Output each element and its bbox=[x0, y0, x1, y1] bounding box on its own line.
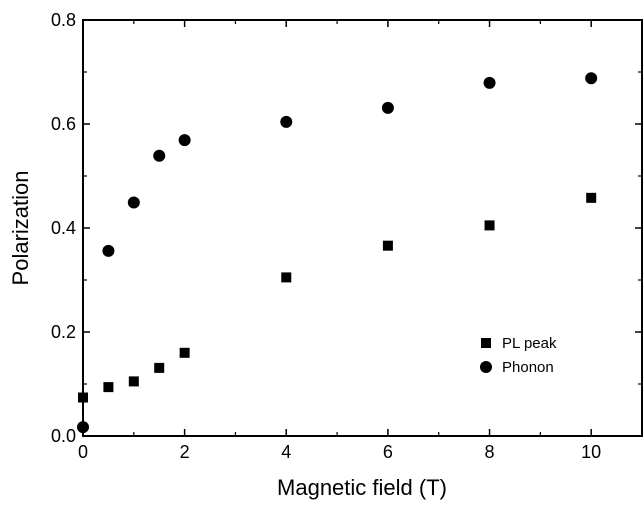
legend-label-pl-peak: PL peak bbox=[502, 335, 557, 352]
y-axis-ticks bbox=[83, 19, 642, 437]
x-axis-tick-labels: 0 2 4 6 8 10 bbox=[78, 442, 601, 462]
x-tick-label: 8 bbox=[485, 442, 495, 462]
x-tick-label: 6 bbox=[383, 442, 393, 462]
point-phonon bbox=[178, 134, 191, 147]
point-phonon bbox=[153, 149, 166, 162]
y-tick-label: 0.4 bbox=[51, 218, 76, 238]
point-phonon bbox=[77, 421, 89, 434]
point-pl-peak bbox=[586, 192, 597, 203]
y-tick-label: 0.8 bbox=[51, 10, 76, 30]
legend-label-phonon: Phonon bbox=[502, 359, 554, 376]
x-tick-label: 2 bbox=[180, 442, 190, 462]
y-tick-label: 0.0 bbox=[51, 426, 76, 446]
point-pl-peak bbox=[382, 240, 393, 251]
y-axis-label: Polarization bbox=[8, 171, 33, 286]
x-axis-ticks bbox=[82, 20, 592, 436]
legend: PL peak Phonon bbox=[480, 335, 557, 376]
point-phonon bbox=[102, 244, 115, 257]
x-tick-label: 10 bbox=[581, 442, 601, 462]
point-phonon bbox=[381, 101, 394, 114]
y-tick-label: 0.2 bbox=[51, 322, 76, 342]
point-phonon bbox=[483, 76, 496, 89]
point-pl-peak bbox=[128, 376, 139, 387]
point-pl-peak bbox=[154, 362, 165, 373]
point-pl-peak bbox=[484, 220, 495, 231]
point-pl-peak bbox=[78, 392, 88, 403]
legend-marker-phonon bbox=[480, 361, 492, 373]
point-pl-peak bbox=[179, 347, 190, 358]
x-tick-label: 4 bbox=[281, 442, 291, 462]
data-points bbox=[77, 72, 598, 434]
plot-frame bbox=[82, 19, 643, 437]
point-pl-peak bbox=[281, 272, 292, 283]
point-phonon bbox=[585, 72, 598, 85]
y-tick-label: 0.6 bbox=[51, 114, 76, 134]
y-axis-tick-labels: 0.0 0.2 0.4 0.6 0.8 bbox=[51, 10, 76, 446]
legend-marker-pl-peak bbox=[481, 338, 491, 348]
x-tick-label: 0 bbox=[78, 442, 88, 462]
point-pl-peak bbox=[103, 382, 114, 393]
point-phonon bbox=[280, 115, 293, 128]
x-axis-label: Magnetic field (T) bbox=[277, 475, 447, 500]
point-phonon bbox=[127, 196, 140, 209]
